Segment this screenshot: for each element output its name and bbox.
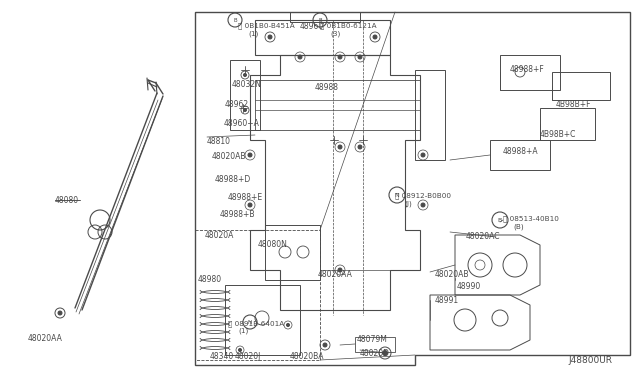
Text: (1): (1) bbox=[248, 30, 259, 36]
Text: 48988+E: 48988+E bbox=[228, 193, 263, 202]
Text: 48988+B: 48988+B bbox=[220, 210, 255, 219]
Circle shape bbox=[358, 55, 362, 59]
Circle shape bbox=[239, 349, 241, 352]
Text: N: N bbox=[395, 192, 399, 198]
Text: Ⓝ 08912-B0B00: Ⓝ 08912-B0B00 bbox=[395, 192, 451, 199]
Text: 4B98B+F: 4B98B+F bbox=[556, 100, 591, 109]
Circle shape bbox=[338, 145, 342, 149]
Text: N: N bbox=[248, 320, 252, 324]
Circle shape bbox=[358, 145, 362, 149]
Text: Ⓑ 0B1B0-6121A: Ⓑ 0B1B0-6121A bbox=[320, 22, 376, 29]
Circle shape bbox=[373, 35, 377, 39]
Circle shape bbox=[323, 343, 327, 347]
Text: Ⓑ 08513-40B10: Ⓑ 08513-40B10 bbox=[503, 215, 559, 222]
Text: 4B98B+C: 4B98B+C bbox=[540, 130, 577, 139]
Circle shape bbox=[338, 268, 342, 272]
Text: 48810: 48810 bbox=[207, 137, 231, 146]
Text: Ⓑ 0B1B0-B451A: Ⓑ 0B1B0-B451A bbox=[238, 22, 295, 29]
Text: 48988+A: 48988+A bbox=[503, 147, 539, 156]
Text: 48032N: 48032N bbox=[232, 80, 262, 89]
Text: 48020BA: 48020BA bbox=[290, 352, 324, 361]
Circle shape bbox=[298, 55, 302, 59]
Text: 48079M: 48079M bbox=[357, 335, 388, 344]
Circle shape bbox=[268, 35, 272, 39]
Text: 48080: 48080 bbox=[55, 196, 79, 205]
Text: (J): (J) bbox=[404, 200, 412, 206]
Circle shape bbox=[248, 153, 252, 157]
Text: 48988: 48988 bbox=[315, 83, 339, 92]
Text: Ⓝ 0891B-6401A: Ⓝ 0891B-6401A bbox=[228, 320, 284, 327]
Text: 48020J: 48020J bbox=[235, 352, 261, 361]
Circle shape bbox=[383, 350, 387, 356]
Circle shape bbox=[243, 109, 246, 112]
Text: B: B bbox=[498, 218, 502, 222]
Text: (B): (B) bbox=[513, 223, 524, 230]
Text: 48960: 48960 bbox=[300, 22, 324, 31]
Circle shape bbox=[338, 55, 342, 59]
Circle shape bbox=[243, 74, 246, 77]
Text: 48980: 48980 bbox=[198, 275, 222, 284]
Text: 48990: 48990 bbox=[457, 282, 481, 291]
Text: J48800UR: J48800UR bbox=[568, 356, 612, 365]
Text: 48020D: 48020D bbox=[360, 349, 390, 358]
Circle shape bbox=[287, 324, 289, 327]
Text: 48340: 48340 bbox=[210, 352, 234, 361]
Text: 48960+A: 48960+A bbox=[224, 119, 260, 128]
Text: 48020AB: 48020AB bbox=[212, 152, 246, 161]
Text: (1): (1) bbox=[238, 328, 248, 334]
Text: B: B bbox=[233, 17, 237, 22]
Text: 48020AB: 48020AB bbox=[435, 270, 470, 279]
Text: 48080N: 48080N bbox=[258, 240, 288, 249]
Text: 48020A: 48020A bbox=[205, 231, 234, 240]
Text: 48988+D: 48988+D bbox=[215, 175, 252, 184]
Text: 48988+F: 48988+F bbox=[510, 65, 545, 74]
Text: 48962: 48962 bbox=[225, 100, 249, 109]
Text: 48020AA: 48020AA bbox=[28, 334, 63, 343]
Text: (3): (3) bbox=[330, 30, 340, 36]
Text: 48020AA: 48020AA bbox=[318, 270, 353, 279]
Circle shape bbox=[421, 153, 425, 157]
Circle shape bbox=[58, 311, 62, 315]
Circle shape bbox=[421, 203, 425, 207]
Text: 48991: 48991 bbox=[435, 296, 459, 305]
Text: B: B bbox=[318, 17, 322, 22]
Text: 48020AC: 48020AC bbox=[466, 232, 500, 241]
Circle shape bbox=[248, 203, 252, 207]
